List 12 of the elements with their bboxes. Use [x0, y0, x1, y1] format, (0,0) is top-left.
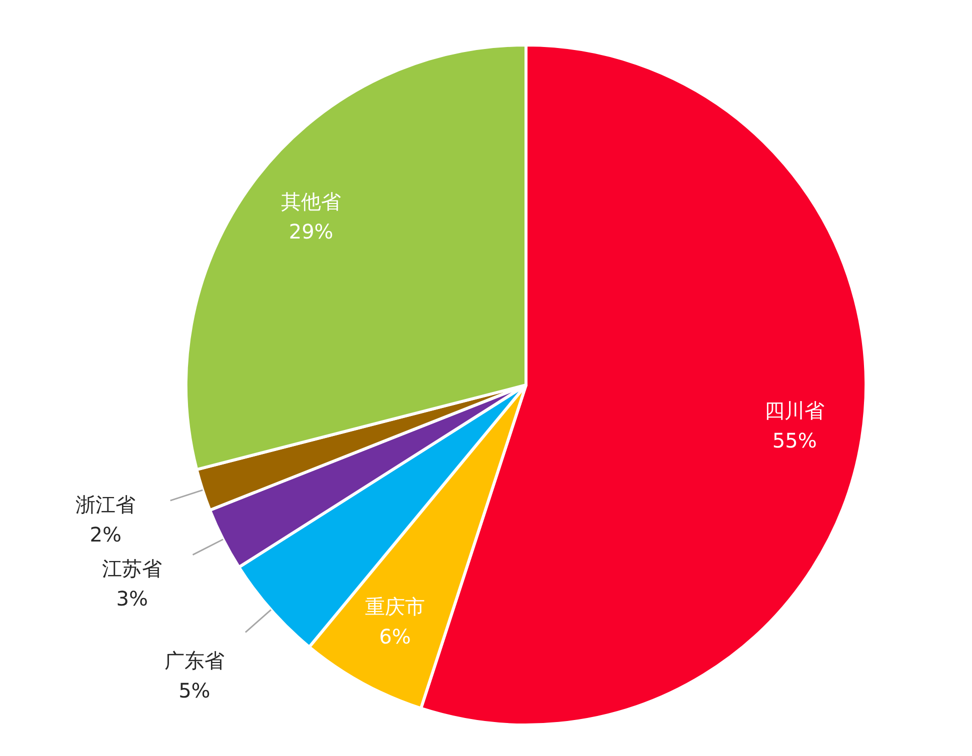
slice-label: 四川省 [764, 398, 825, 423]
slice-label: 广东省 [164, 648, 224, 672]
slice-label: 江苏省 [102, 556, 162, 581]
slice-label: 其他省 [281, 189, 342, 214]
data-label: 6% [379, 624, 411, 648]
slice-label: 浙江省 [76, 492, 136, 517]
data-label: 5% [178, 678, 210, 702]
data-label: 55% [772, 428, 817, 453]
data-label: 3% [116, 586, 148, 611]
data-label: 2% [90, 522, 122, 547]
data-label: 29% [288, 219, 334, 244]
slice-label: 重庆市 [364, 594, 425, 618]
